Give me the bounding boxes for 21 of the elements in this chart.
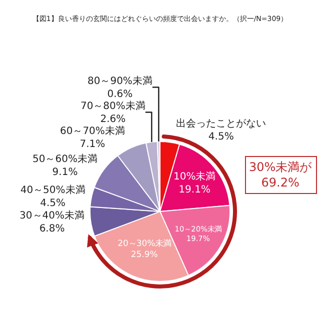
slice-label: 10%未満 — [173, 170, 216, 183]
data-label: 7.1% — [80, 138, 106, 150]
slice-label: 80～90%未満 — [87, 74, 152, 87]
slice-label: 70～80%未満 — [80, 100, 146, 112]
data-label: 4.5% — [40, 198, 66, 209]
slice-label: 10～20%未満 — [174, 224, 222, 234]
data-label: 9.1% — [52, 166, 78, 178]
data-label: 4.5% — [208, 131, 234, 142]
slice-label: 60～70%未満 — [60, 124, 125, 137]
data-label: 25.9% — [130, 248, 158, 259]
slice-label: 50～60%未満 — [32, 152, 98, 165]
data-label: 0.6% — [107, 88, 133, 100]
slice-label: 出会ったことがない — [176, 117, 266, 130]
data-label: 2.6% — [100, 114, 126, 125]
slice-label: 30～40%未満 — [20, 209, 84, 222]
data-label: 19.1% — [178, 184, 210, 196]
data-label: 6.8% — [39, 223, 65, 234]
slice-label: 20～30%未満 — [118, 238, 172, 248]
text: 30%未満が 69.2% — [249, 160, 313, 190]
data-label: 19.7% — [186, 234, 210, 243]
slice-label: 40～50%未満 — [20, 184, 86, 196]
